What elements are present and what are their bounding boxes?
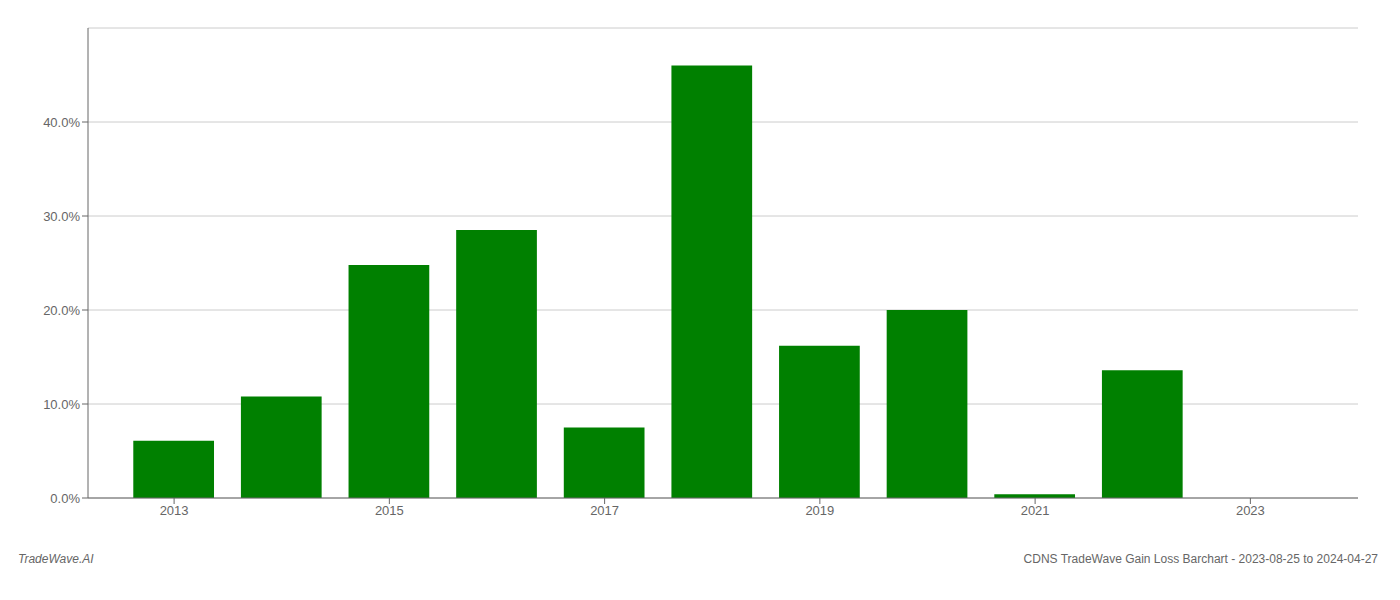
svg-text:2017: 2017 bbox=[590, 503, 619, 518]
svg-text:2021: 2021 bbox=[1021, 503, 1050, 518]
svg-text:2019: 2019 bbox=[805, 503, 834, 518]
svg-text:2013: 2013 bbox=[160, 503, 189, 518]
html-text:TradeWave.AI: TradeWave.AI bbox=[18, 552, 94, 566]
svg-text:20.0%: 20.0% bbox=[43, 303, 80, 318]
svg-text:2023: 2023 bbox=[1236, 503, 1265, 518]
svg-text:2015: 2015 bbox=[375, 503, 404, 518]
svg-text:10.0%: 10.0% bbox=[43, 397, 80, 412]
html-text:CDNS TradeWave Gain Loss Barch: CDNS TradeWave Gain Loss Barchart - 2023… bbox=[1023, 552, 1378, 566]
svg-text:40.0%: 40.0% bbox=[43, 115, 80, 130]
svg-text:0.0%: 0.0% bbox=[50, 491, 80, 506]
svg-text:30.0%: 30.0% bbox=[43, 209, 80, 224]
